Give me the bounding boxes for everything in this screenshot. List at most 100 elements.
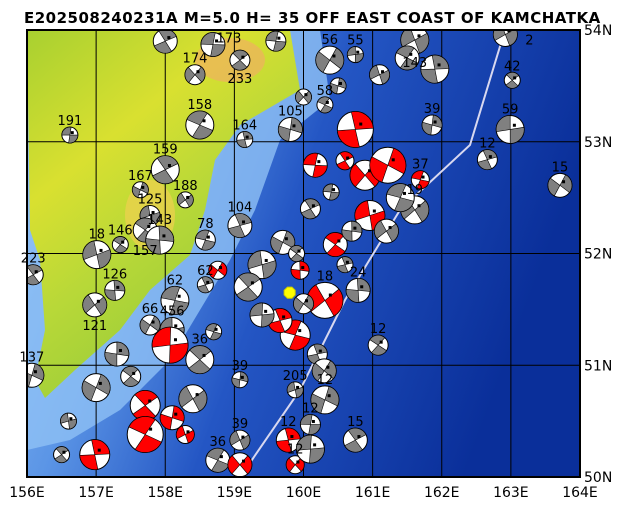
compression-quadrant: [104, 341, 130, 367]
p-axis-dot: [206, 235, 210, 239]
focal-mechanism[interactable]: [492, 22, 518, 47]
compression-quadrant: [178, 386, 208, 412]
focal-mechanism[interactable]: [345, 277, 371, 303]
focal-mechanism[interactable]: [420, 54, 450, 84]
focal-mechanism[interactable]: [322, 183, 340, 201]
focal-mechanism[interactable]: [247, 250, 277, 280]
focal-mechanism[interactable]: [131, 181, 149, 199]
focal-mechanism[interactable]: [547, 172, 573, 198]
focal-mechanism[interactable]: [194, 229, 216, 251]
focal-mechanism[interactable]: [227, 213, 253, 239]
focal-mechanism[interactable]: [139, 314, 161, 336]
map-title: E202508240231A M=5.0 H= 35 OFF EAST COAS…: [24, 9, 601, 27]
focal-mechanism[interactable]: [293, 293, 314, 315]
focal-mechanism[interactable]: [476, 149, 498, 171]
focal-mechanism[interactable]: [285, 455, 305, 475]
focal-mechanism[interactable]: [82, 292, 108, 318]
p-axis-dot: [215, 39, 219, 43]
event-label: 15: [347, 415, 364, 430]
p-axis-dot: [353, 226, 357, 230]
focal-mechanism[interactable]: [270, 229, 296, 255]
focal-mechanism[interactable]: [20, 362, 45, 388]
focal-mechanism[interactable]: [369, 146, 407, 184]
focal-mechanism[interactable]: [311, 358, 337, 384]
focal-mechanism[interactable]: [367, 334, 389, 356]
focal-mechanism[interactable]: [120, 365, 142, 387]
focal-mechanism[interactable]: [236, 131, 254, 149]
focal-mechanism[interactable]: [373, 218, 399, 244]
focal-mechanism[interactable]: [336, 110, 374, 148]
focal-mechanism[interactable]: [152, 29, 178, 54]
focal-mechanism[interactable]: [290, 260, 310, 280]
focal-mechanism[interactable]: [160, 285, 190, 315]
focal-mechanism[interactable]: [159, 405, 185, 431]
focal-mechanism[interactable]: [59, 412, 77, 430]
focal-mechanism[interactable]: [229, 49, 251, 71]
focal-mechanism[interactable]: [185, 345, 215, 375]
focal-mechanism[interactable]: [178, 384, 208, 414]
focal-mechanism[interactable]: [104, 279, 126, 301]
lon-tick-label: 163E: [493, 485, 529, 501]
focal-mechanism[interactable]: [129, 389, 161, 421]
focal-mechanism[interactable]: [277, 116, 303, 142]
focal-mechanism[interactable]: [231, 371, 249, 389]
focal-mechanism[interactable]: [61, 126, 79, 144]
focal-mechanism[interactable]: [310, 385, 340, 415]
focal-mechanism[interactable]: [233, 272, 263, 302]
focal-mechanism[interactable]: [205, 323, 223, 341]
focal-mechanism[interactable]: [185, 110, 215, 140]
focal-mechanism[interactable]: [316, 96, 334, 114]
focal-mechanism[interactable]: [299, 413, 321, 435]
focal-mechanism[interactable]: [265, 30, 287, 52]
focal-mechanism[interactable]: [227, 452, 253, 477]
focal-mechanism[interactable]: [288, 245, 306, 262]
focal-mechanism[interactable]: [421, 114, 443, 136]
focal-mechanism[interactable]: [349, 159, 381, 191]
focal-mechanism[interactable]: [394, 45, 420, 71]
focal-mechanism[interactable]: [495, 114, 525, 144]
focal-mechanism[interactable]: [295, 88, 312, 106]
focal-mechanism[interactable]: [53, 446, 71, 464]
epicenter-marker[interactable]: [283, 286, 296, 299]
compression-quadrant: [152, 155, 179, 184]
focal-mechanism[interactable]: [81, 373, 111, 403]
focal-mechanism[interactable]: [184, 64, 206, 86]
compression-quadrant: [278, 117, 303, 142]
p-axis-dot: [290, 435, 294, 439]
focal-mechanism[interactable]: [410, 170, 430, 190]
focal-mechanism[interactable]: [249, 302, 275, 328]
focal-mechanism[interactable]: [229, 429, 251, 451]
focal-mechanism[interactable]: [503, 71, 521, 89]
focal-mechanism[interactable]: [175, 425, 195, 445]
focal-mechanism[interactable]: [208, 260, 228, 280]
focal-mechanism[interactable]: [145, 225, 175, 255]
focal-mechanism[interactable]: [104, 341, 130, 367]
focal-mechanism[interactable]: [196, 276, 214, 294]
focal-mechanism[interactable]: [176, 191, 194, 209]
event-label: 104: [227, 201, 252, 216]
focal-mechanism[interactable]: [126, 416, 164, 454]
focal-mechanism[interactable]: [342, 427, 368, 453]
compression-quadrant: [421, 114, 443, 136]
focal-mechanism[interactable]: [385, 183, 415, 213]
focal-mechanism[interactable]: [79, 439, 111, 471]
focal-mechanism[interactable]: [369, 64, 391, 86]
focal-mechanism[interactable]: [111, 236, 129, 254]
focal-mechanism[interactable]: [205, 447, 231, 473]
focal-mechanism[interactable]: [346, 46, 364, 64]
focal-mechanism[interactable]: [302, 152, 328, 178]
focal-mechanism[interactable]: [286, 381, 304, 399]
focal-mechanism[interactable]: [299, 198, 321, 220]
focal-mechanism[interactable]: [151, 326, 189, 364]
focal-mechanism[interactable]: [82, 240, 112, 270]
focal-mechanism[interactable]: [200, 32, 226, 58]
focal-mechanism[interactable]: [315, 45, 345, 75]
focal-mechanism[interactable]: [295, 434, 325, 464]
focal-mechanism[interactable]: [150, 155, 180, 185]
focal-mechanism[interactable]: [341, 220, 363, 242]
focal-mechanism[interactable]: [335, 151, 355, 171]
focal-mechanism[interactable]: [329, 77, 347, 95]
focal-mechanism[interactable]: [322, 232, 348, 258]
event-label: 223: [21, 252, 46, 267]
focal-mechanism[interactable]: [336, 256, 354, 274]
